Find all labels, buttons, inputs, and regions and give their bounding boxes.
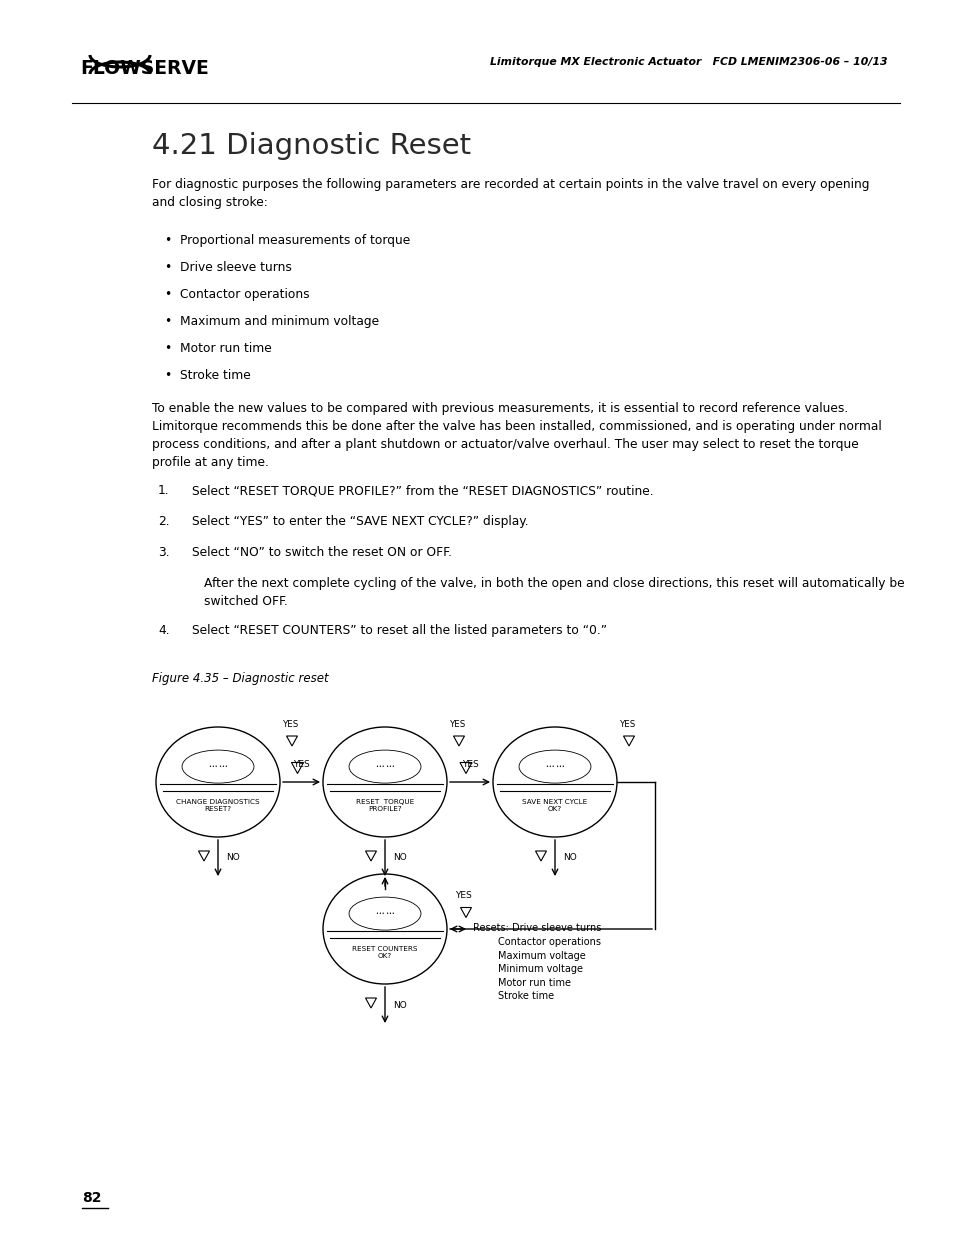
Text: ••• •••: ••• ••• <box>375 764 394 769</box>
Text: Select “YES” to enter the “SAVE NEXT CYCLE?” display.: Select “YES” to enter the “SAVE NEXT CYC… <box>192 515 528 529</box>
Ellipse shape <box>518 750 590 783</box>
Text: •  Proportional measurements of torque: • Proportional measurements of torque <box>165 233 410 247</box>
Text: After the next complete cycling of the valve, in both the open and close directi: After the next complete cycling of the v… <box>204 577 903 608</box>
Text: YES: YES <box>619 720 636 729</box>
Text: Resets: Drive sleeve turns: Resets: Drive sleeve turns <box>473 923 600 932</box>
Text: CHANGE DIAGNOSTICS
RESET?: CHANGE DIAGNOSTICS RESET? <box>176 799 259 811</box>
Text: •  Stroke time: • Stroke time <box>165 369 251 382</box>
Text: Contactor operations
        Maximum voltage
        Minimum voltage
        Mot: Contactor operations Maximum voltage Min… <box>473 937 600 1002</box>
Text: ••• •••: ••• ••• <box>209 764 227 769</box>
Text: ••• •••: ••• ••• <box>545 764 564 769</box>
Ellipse shape <box>156 727 280 837</box>
Text: •  Drive sleeve turns: • Drive sleeve turns <box>165 261 292 274</box>
Text: RESET COUNTERS
OK?: RESET COUNTERS OK? <box>352 946 417 958</box>
Text: NO: NO <box>226 853 239 862</box>
Text: SAVE NEXT CYCLE
OK?: SAVE NEXT CYCLE OK? <box>522 799 587 811</box>
Text: •  Motor run time: • Motor run time <box>165 342 272 354</box>
Text: YES: YES <box>455 892 471 900</box>
Text: YES: YES <box>293 760 310 769</box>
Text: NO: NO <box>562 853 577 862</box>
Text: Select “NO” to switch the reset ON or OFF.: Select “NO” to switch the reset ON or OF… <box>192 546 452 559</box>
Ellipse shape <box>323 727 447 837</box>
Text: ••• •••: ••• ••• <box>375 911 394 916</box>
Text: YES: YES <box>461 760 477 769</box>
Text: YES: YES <box>283 720 299 729</box>
Text: 4.21 Diagnostic Reset: 4.21 Diagnostic Reset <box>152 132 471 161</box>
Text: RESET  TORQUE
PROFILE?: RESET TORQUE PROFILE? <box>355 799 414 811</box>
Text: YES: YES <box>450 720 466 729</box>
Text: FLOWSERVE: FLOWSERVE <box>80 58 209 78</box>
Text: •  Maximum and minimum voltage: • Maximum and minimum voltage <box>165 315 378 329</box>
Text: Limitorque MX Electronic Actuator   FCD LMENIM2306-06 – 10/13: Limitorque MX Electronic Actuator FCD LM… <box>490 57 887 67</box>
Text: 2.: 2. <box>158 515 170 529</box>
Text: 3.: 3. <box>158 546 170 559</box>
Text: Select “RESET COUNTERS” to reset all the listed parameters to “0.”: Select “RESET COUNTERS” to reset all the… <box>192 624 606 637</box>
Text: 82: 82 <box>82 1191 101 1205</box>
Text: For diagnostic purposes the following parameters are recorded at certain points : For diagnostic purposes the following pa… <box>152 178 868 209</box>
Text: To enable the new values to be compared with previous measurements, it is essent: To enable the new values to be compared … <box>152 403 881 469</box>
Text: NO: NO <box>393 1000 406 1009</box>
Ellipse shape <box>349 897 420 930</box>
Text: 4.: 4. <box>158 624 170 637</box>
Ellipse shape <box>323 874 447 984</box>
Ellipse shape <box>493 727 617 837</box>
Text: 1.: 1. <box>158 484 170 496</box>
Text: Select “RESET TORQUE PROFILE?” from the “RESET DIAGNOSTICS” routine.: Select “RESET TORQUE PROFILE?” from the … <box>192 484 653 496</box>
Text: Figure 4.35 – Diagnostic reset: Figure 4.35 – Diagnostic reset <box>152 672 328 685</box>
Text: •  Contactor operations: • Contactor operations <box>165 288 310 301</box>
Text: NO: NO <box>393 853 406 862</box>
Ellipse shape <box>349 750 420 783</box>
Ellipse shape <box>182 750 253 783</box>
